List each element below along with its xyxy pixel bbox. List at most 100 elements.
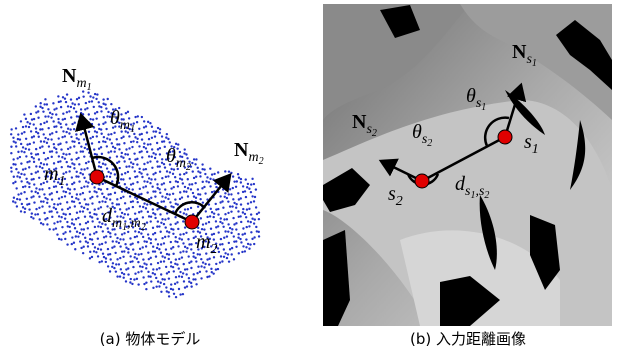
point xyxy=(53,203,55,205)
point xyxy=(232,187,234,189)
point xyxy=(235,186,237,188)
point xyxy=(100,248,102,250)
point xyxy=(164,188,166,190)
point xyxy=(67,127,69,129)
point xyxy=(179,191,181,193)
point xyxy=(77,198,79,200)
label-part: N xyxy=(352,111,367,133)
point xyxy=(159,165,161,167)
point xyxy=(150,242,152,244)
point xyxy=(76,98,78,100)
point xyxy=(109,253,111,255)
point xyxy=(100,146,102,148)
point xyxy=(66,243,68,245)
point xyxy=(44,197,46,199)
point xyxy=(173,293,175,295)
point xyxy=(77,175,79,177)
point xyxy=(159,171,161,173)
point xyxy=(80,247,82,249)
point xyxy=(88,131,90,133)
point xyxy=(51,132,53,134)
point xyxy=(145,281,147,283)
point xyxy=(215,220,217,222)
point xyxy=(48,205,50,207)
point xyxy=(12,158,14,160)
point xyxy=(22,168,24,170)
point xyxy=(230,253,232,255)
point xyxy=(35,208,37,210)
point xyxy=(80,150,82,152)
point xyxy=(82,233,84,235)
point xyxy=(55,148,57,150)
point xyxy=(20,173,22,175)
point xyxy=(169,141,171,143)
point xyxy=(235,203,237,205)
point xyxy=(128,135,130,137)
point xyxy=(127,251,129,253)
caption: (a) 物体モデル xyxy=(100,330,201,348)
point xyxy=(160,231,162,233)
point xyxy=(105,235,107,237)
point xyxy=(85,143,87,145)
point xyxy=(118,143,120,145)
point xyxy=(60,216,62,218)
point xyxy=(255,226,257,228)
point xyxy=(177,185,179,187)
point xyxy=(194,257,196,259)
point xyxy=(139,188,141,190)
point xyxy=(142,206,144,208)
point xyxy=(22,126,24,128)
point xyxy=(170,168,172,170)
point xyxy=(165,248,167,250)
point xyxy=(143,283,145,285)
point xyxy=(105,257,107,259)
point xyxy=(123,142,125,144)
point xyxy=(178,237,180,239)
point xyxy=(107,193,109,195)
point xyxy=(28,160,30,162)
point xyxy=(73,182,75,184)
point xyxy=(98,261,100,263)
point xyxy=(192,170,194,172)
point xyxy=(145,185,147,187)
point xyxy=(151,156,153,158)
point xyxy=(120,197,122,199)
point xyxy=(56,221,58,223)
point xyxy=(98,243,100,245)
point xyxy=(148,215,150,217)
point xyxy=(129,177,131,179)
point xyxy=(37,132,39,134)
point xyxy=(202,223,204,225)
point xyxy=(138,253,140,255)
point xyxy=(79,172,81,174)
point xyxy=(168,258,170,260)
point xyxy=(185,232,187,234)
point xyxy=(227,223,229,225)
point xyxy=(203,168,205,170)
point xyxy=(89,95,91,97)
point xyxy=(132,140,134,142)
point xyxy=(120,178,122,180)
point xyxy=(67,165,69,167)
point xyxy=(179,233,181,235)
point xyxy=(89,118,91,120)
point xyxy=(14,163,16,165)
point xyxy=(66,111,68,113)
point xyxy=(146,131,148,133)
point xyxy=(179,198,181,200)
point xyxy=(62,113,64,115)
point xyxy=(94,208,96,210)
point xyxy=(204,173,206,175)
point xyxy=(142,236,144,238)
point xyxy=(168,277,170,279)
point xyxy=(157,127,159,129)
point xyxy=(113,245,115,247)
point xyxy=(122,157,124,159)
point xyxy=(51,216,53,218)
point xyxy=(168,193,170,195)
point xyxy=(14,181,16,183)
point xyxy=(76,171,78,173)
point xyxy=(58,155,60,157)
point xyxy=(147,143,149,145)
point xyxy=(78,115,80,117)
